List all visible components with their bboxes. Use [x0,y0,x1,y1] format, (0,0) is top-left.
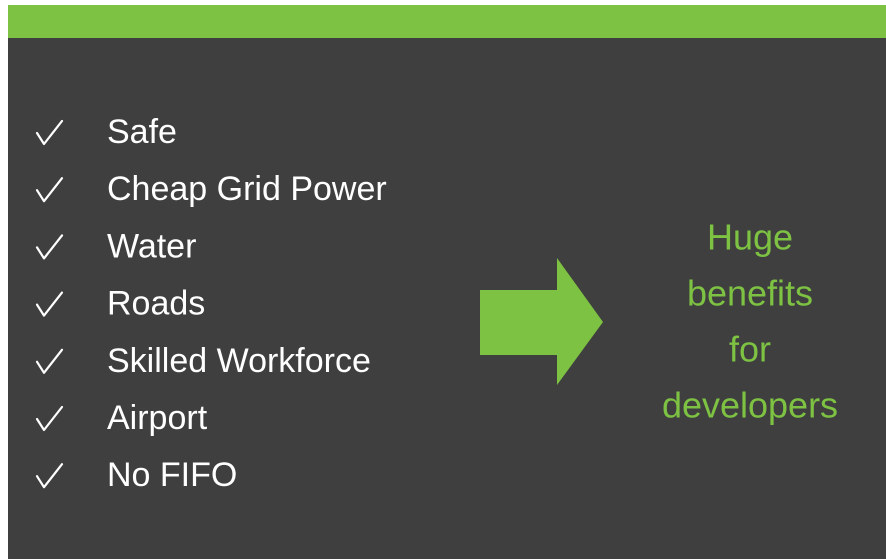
callout: Huge benefits for developers [662,217,838,426]
arrow [480,258,603,385]
checklist-item: No FIFO [107,456,237,494]
check-mark [35,291,64,317]
callout-line: for [729,329,771,370]
checklist-item: Airport [107,399,208,437]
checklist: Safe Cheap Grid Power Water Roads Skilled Wo… [35,113,387,494]
check-mark [35,405,64,432]
callout-line: developers [662,385,838,426]
checklist-item: Safe [107,113,177,151]
checklist-item: Water [107,227,196,265]
check-mark [35,177,64,203]
slide-background [8,38,886,559]
check-mark [35,463,64,489]
callout-line: Huge [707,217,793,258]
check-mark [35,119,64,146]
checklist-item: Skilled Workforce [107,342,371,380]
checklist-item: Roads [107,285,205,323]
check-mark [35,348,64,374]
callout-line: benefits [687,273,813,314]
header-bar [8,5,886,38]
check-mark [35,234,64,260]
checklist-item: Cheap Grid Power [107,170,387,208]
